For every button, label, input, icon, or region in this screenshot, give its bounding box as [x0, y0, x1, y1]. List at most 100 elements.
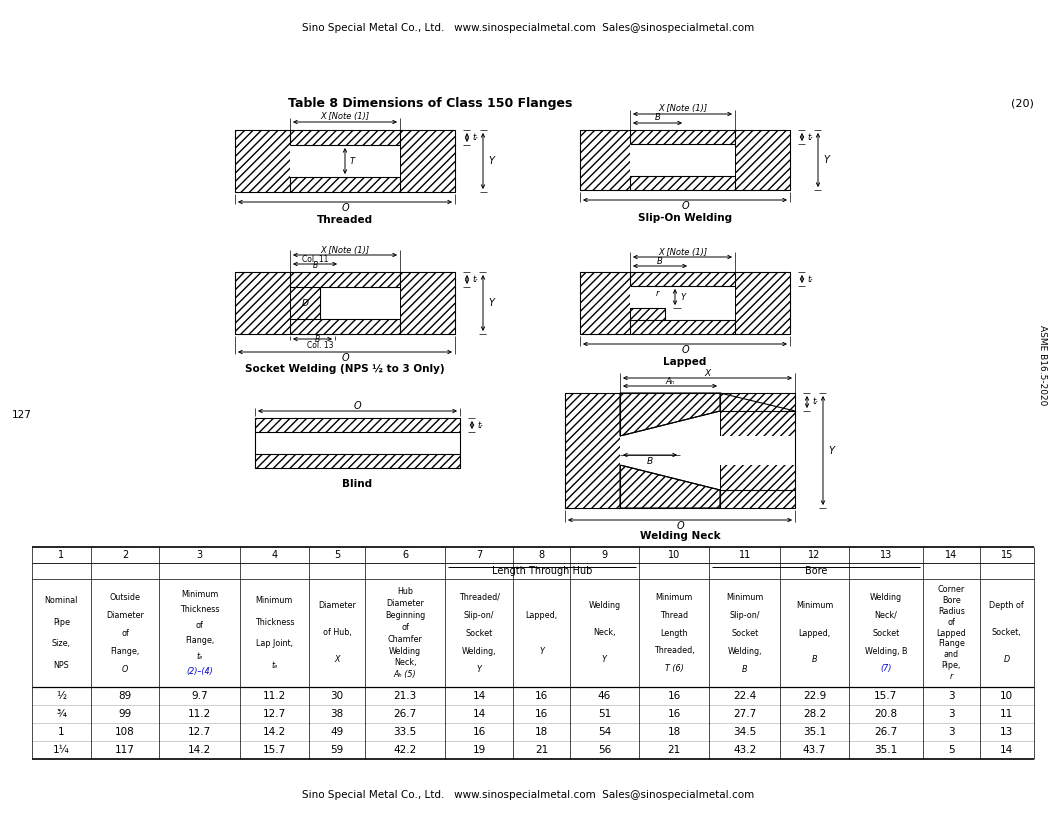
Text: Corner: Corner — [938, 585, 965, 594]
Text: tₑ: tₑ — [196, 652, 203, 661]
Text: Socket Welding (NPS ½ to 3 Only): Socket Welding (NPS ½ to 3 Only) — [245, 364, 445, 374]
Text: X [Note (1)]: X [Note (1)] — [658, 247, 708, 256]
Text: 51: 51 — [598, 709, 611, 719]
Bar — [630, 286, 735, 308]
Text: X [Note (1)]: X [Note (1)] — [320, 113, 370, 122]
Bar — [254, 454, 460, 468]
Text: 89: 89 — [118, 691, 132, 701]
Text: Minimum: Minimum — [727, 592, 763, 601]
Text: 1¼: 1¼ — [53, 745, 70, 755]
Text: 33.5: 33.5 — [394, 727, 417, 737]
Text: 15.7: 15.7 — [263, 745, 286, 755]
Text: of: of — [195, 621, 204, 630]
Text: 14: 14 — [472, 691, 486, 701]
Text: tᵣ: tᵣ — [807, 132, 812, 141]
Text: (2)–(4): (2)–(4) — [186, 667, 213, 676]
Text: 12.7: 12.7 — [188, 727, 211, 737]
Text: of: of — [401, 623, 409, 632]
Text: 20.8: 20.8 — [874, 709, 898, 719]
Text: O: O — [681, 345, 689, 355]
Text: Nominal: Nominal — [44, 596, 78, 605]
Text: X [Note (1)]: X [Note (1)] — [658, 104, 708, 113]
Text: Thickness: Thickness — [254, 618, 294, 627]
Text: Slip-on/: Slip-on/ — [464, 610, 494, 619]
Text: Depth of: Depth of — [989, 601, 1024, 610]
Text: B: B — [315, 335, 320, 344]
Text: tᵣ: tᵣ — [812, 397, 817, 406]
Bar — [320, 287, 400, 319]
Text: B: B — [742, 664, 748, 673]
Text: 1: 1 — [58, 727, 64, 737]
Text: Threaded,: Threaded, — [654, 646, 695, 655]
Bar — [254, 418, 460, 432]
Text: D: D — [302, 299, 308, 308]
Text: Y: Y — [488, 298, 494, 308]
Text: 7: 7 — [476, 550, 483, 560]
Text: Bore: Bore — [942, 596, 961, 605]
Text: B: B — [655, 113, 660, 122]
Text: 27.7: 27.7 — [733, 709, 756, 719]
Text: 22.4: 22.4 — [733, 691, 756, 701]
Text: tₑ: tₑ — [271, 661, 278, 670]
Text: 18: 18 — [535, 727, 548, 737]
Text: 16: 16 — [667, 709, 681, 719]
Text: 21: 21 — [667, 745, 681, 755]
Text: 26.7: 26.7 — [874, 727, 898, 737]
Text: 34.5: 34.5 — [733, 727, 756, 737]
Text: Minimum: Minimum — [796, 601, 833, 610]
Bar — [290, 319, 400, 334]
Text: 3: 3 — [948, 727, 955, 737]
Text: Threaded/: Threaded/ — [458, 592, 499, 601]
Text: Aₕ (5): Aₕ (5) — [394, 671, 416, 680]
Text: Beginning: Beginning — [384, 610, 426, 619]
Text: Y: Y — [488, 156, 494, 166]
Text: 14.2: 14.2 — [188, 745, 211, 755]
Text: Radius: Radius — [938, 607, 965, 616]
Text: Flange: Flange — [938, 639, 965, 648]
Text: 127: 127 — [12, 410, 32, 420]
Bar — [630, 308, 665, 320]
Text: 14: 14 — [1000, 745, 1014, 755]
Text: D: D — [1003, 655, 1010, 664]
Text: NPS: NPS — [54, 661, 70, 670]
Text: Thread: Thread — [660, 610, 689, 619]
Text: O: O — [354, 401, 361, 411]
Bar — [620, 436, 795, 465]
Text: Thickness: Thickness — [180, 605, 220, 614]
Text: X [Note (1)]: X [Note (1)] — [320, 246, 370, 255]
Text: B: B — [313, 261, 318, 270]
Text: Diameter: Diameter — [386, 598, 423, 607]
Text: O: O — [341, 203, 348, 213]
Bar — [290, 272, 400, 287]
Text: T: T — [350, 157, 355, 166]
Text: O: O — [341, 353, 348, 363]
Bar — [400, 130, 455, 192]
Text: Lapped: Lapped — [937, 628, 966, 637]
Text: Slip-on/: Slip-on/ — [730, 610, 760, 619]
Text: 16: 16 — [535, 691, 548, 701]
Bar — [290, 130, 400, 145]
Text: O: O — [122, 664, 128, 673]
Text: tᵣ: tᵣ — [472, 275, 477, 284]
Text: Threaded: Threaded — [317, 215, 373, 225]
Bar — [400, 272, 455, 334]
Text: Bore: Bore — [805, 566, 827, 576]
Text: 28.2: 28.2 — [803, 709, 826, 719]
Text: Length Through Hub: Length Through Hub — [491, 566, 592, 576]
Bar — [290, 177, 400, 192]
Text: 30: 30 — [331, 691, 343, 701]
Text: 14: 14 — [945, 550, 958, 560]
Bar — [720, 393, 795, 508]
Text: ASME B16.5-2020: ASME B16.5-2020 — [1038, 325, 1048, 406]
Bar — [735, 272, 790, 334]
Text: 5: 5 — [334, 550, 340, 560]
Bar — [235, 130, 290, 192]
Text: Diameter: Diameter — [107, 610, 144, 619]
Text: ½: ½ — [56, 691, 67, 701]
Bar — [580, 272, 630, 334]
Text: Pipe,: Pipe, — [942, 661, 961, 670]
Text: 19: 19 — [472, 745, 486, 755]
Polygon shape — [620, 465, 720, 508]
Text: 10: 10 — [1000, 691, 1014, 701]
Text: X: X — [334, 655, 340, 664]
